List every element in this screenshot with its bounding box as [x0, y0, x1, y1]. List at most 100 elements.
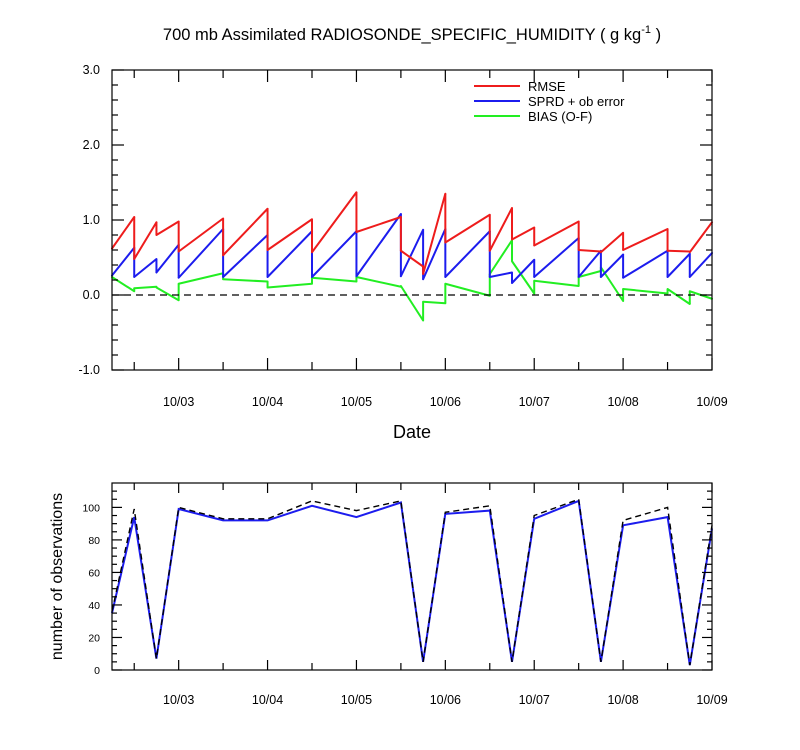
x-tick-label: 10/06: [430, 693, 461, 707]
x-axis-label: Date: [393, 422, 431, 442]
series-segment-rmse: [111, 216, 136, 250]
x-tick-label: 10/04: [252, 693, 283, 707]
series-segment-sprd-ob-error: [133, 258, 158, 278]
chart-title-close: ): [651, 26, 661, 44]
series-segment-rmse: [422, 192, 447, 275]
series-segment-rmse: [599, 231, 625, 254]
series-segment-rmse: [511, 226, 536, 241]
top-plot-frame: [111, 69, 713, 371]
series-segment-rmse: [155, 220, 180, 236]
chart-title-text: 700 mb Assimilated RADIOSONDE_SPECIFIC_H…: [163, 26, 641, 44]
y-tick-label: 3.0: [83, 63, 100, 77]
series-segment-sprd-ob-error: [222, 234, 269, 278]
x-tick-label: 10/03: [163, 693, 194, 707]
series-segment-bias-o-f: [511, 260, 536, 295]
y-tick-label: -1.0: [78, 363, 100, 377]
series-segment-rmse: [666, 249, 691, 253]
top-tick-layer: -1.0 0.0 1.0 2.0 3.0 10/03 10/04 10/05 10/06 10/0…: [78, 63, 727, 409]
series-segment-bias-o-f: [177, 272, 225, 285]
series-segment-bias-o-f: [577, 270, 602, 278]
y-tick-label: 60: [88, 567, 100, 579]
series-segment-bias-o-f: [311, 276, 358, 283]
x-tick-label: 10/05: [341, 693, 372, 707]
series-segment-sprd-ob-error: [533, 237, 580, 278]
series-segment-rmse: [311, 191, 358, 254]
series-segment-sprd-ob-error: [111, 246, 136, 277]
series-segment-rmse: [222, 207, 269, 257]
x-tick-label: 10/07: [519, 693, 550, 707]
chart-title: 700 mb Assimilated RADIOSONDE_SPECIFIC_H…: [163, 24, 661, 44]
x-tick-label: 10/07: [519, 395, 550, 409]
x-tick-label: 10/05: [341, 395, 372, 409]
series-segment-rmse: [444, 213, 491, 244]
y-tick-label: 0: [94, 665, 100, 677]
y-tick-label: 100: [82, 502, 100, 514]
series-segment-sprd-ob-error: [622, 249, 669, 279]
top-series-layer: [111, 191, 713, 322]
series-segment-bias-o-f: [266, 282, 313, 289]
series-segment-sprd-ob-error: [422, 228, 447, 281]
series-segment-sprd-ob-error: [399, 228, 425, 278]
series-segment-sprd-ob-error: [688, 252, 713, 278]
x-tick-label: 10/09: [696, 395, 727, 409]
legend-label: SPRD + ob error: [528, 94, 625, 109]
series-segment-bias-o-f: [444, 282, 491, 297]
series-segment-rmse: [577, 249, 602, 253]
observations-available-line: [111, 498, 713, 666]
legend-label: RMSE: [528, 79, 566, 94]
y-tick-label: 20: [88, 632, 100, 644]
y-tick-label: 0.0: [83, 288, 100, 302]
bottom-panel: 0 20 40 60 80 100 10/03 10/04 10/05 10/06 10/07 10/…: [49, 482, 728, 707]
series-segment-sprd-ob-error: [355, 213, 402, 278]
x-tick-label: 10/09: [696, 693, 727, 707]
bottom-series-layer: [111, 498, 713, 666]
y-tick-label: 40: [88, 600, 100, 612]
series-segment-bias-o-f: [533, 279, 580, 287]
series-segment-rmse: [266, 218, 313, 251]
series-segment-rmse: [533, 220, 580, 247]
series-segment-bias-o-f: [399, 285, 425, 322]
series-segment-sprd-ob-error: [266, 230, 313, 278]
series-segment-sprd-ob-error: [577, 249, 602, 278]
x-tick-label: 10/04: [252, 395, 283, 409]
series-segment-sprd-ob-error: [311, 230, 358, 278]
series-segment-rmse: [133, 221, 158, 260]
series-segment-sprd-ob-error: [599, 253, 625, 278]
series-segment-sprd-ob-error: [488, 271, 513, 278]
series-segment-bias-o-f: [155, 286, 180, 302]
series-segment-bias-o-f: [222, 278, 269, 283]
y-tick-label: 80: [88, 535, 100, 547]
series-segment-bias-o-f: [622, 288, 669, 295]
chart-title-superscript: -1: [641, 24, 651, 36]
series-segment-rmse: [355, 216, 402, 233]
series-segment-rmse: [688, 221, 713, 254]
x-tick-label: 10/08: [607, 395, 638, 409]
bottom-tick-layer: 0 20 40 60 80 100 10/03 10/04 10/05 10/06 10/07 10/…: [82, 483, 728, 707]
top-panel: -1.0 0.0 1.0 2.0 3.0 10/03 10/04 10/05 10/06 10/0…: [78, 63, 727, 442]
y-axis-label: number of observations: [49, 493, 66, 660]
x-tick-label: 10/08: [607, 693, 638, 707]
series-segment-sprd-ob-error: [511, 258, 536, 284]
bottom-plot-frame: [111, 482, 713, 671]
series-segment-bias-o-f: [422, 300, 447, 305]
series-segment-sprd-ob-error: [155, 243, 180, 274]
series-segment-rmse: [488, 207, 513, 252]
series-segment-rmse: [399, 249, 425, 268]
y-tick-label: 2.0: [83, 138, 100, 152]
y-tick-label: 1.0: [83, 213, 100, 227]
x-tick-label: 10/06: [430, 395, 461, 409]
series-segment-sprd-ob-error: [177, 228, 225, 279]
series-segment-bias-o-f: [133, 285, 158, 290]
series-segment-bias-o-f: [488, 239, 513, 275]
series-segment-sprd-ob-error: [444, 230, 491, 278]
series-segment-bias-o-f: [666, 288, 691, 305]
series-segment-bias-o-f: [355, 276, 402, 288]
legend-label: BIAS (O-F): [528, 109, 592, 124]
x-tick-label: 10/03: [163, 395, 194, 409]
series-segment-rmse: [622, 228, 669, 251]
series-segment-rmse: [177, 217, 225, 253]
series-segment-sprd-ob-error: [666, 252, 691, 278]
series-segment-bias-o-f: [111, 276, 136, 293]
